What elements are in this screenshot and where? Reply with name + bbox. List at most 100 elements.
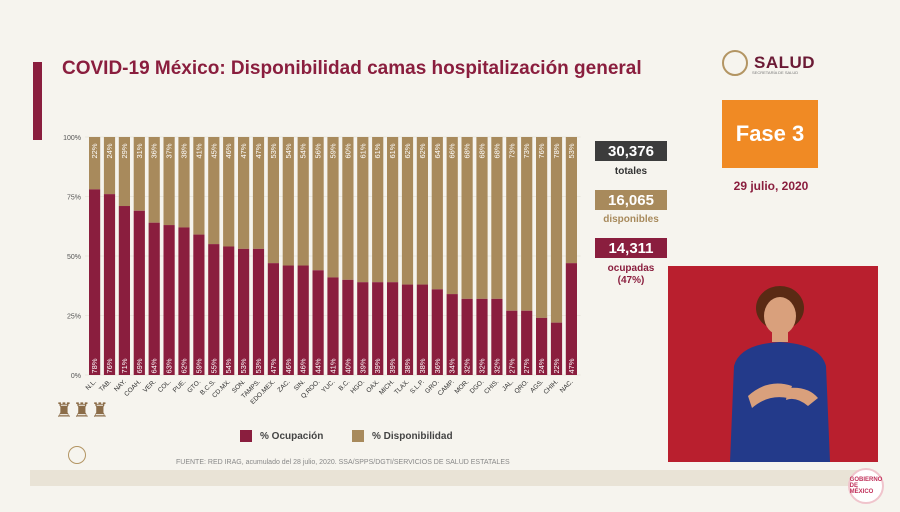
bar-occupancy (327, 277, 339, 375)
bar-availability (416, 137, 428, 285)
data-label-availability: 62% (403, 143, 412, 158)
data-label-occupancy: 39% (388, 358, 397, 373)
seal-small-icon (68, 446, 86, 464)
data-label-occupancy: 32% (463, 358, 472, 373)
occupied-beds-pct: (47%) (617, 275, 645, 286)
bar-availability (297, 137, 309, 266)
data-label-availability: 60% (343, 143, 352, 158)
data-label-occupancy: 63% (165, 358, 174, 373)
legend-swatch-occupancy (240, 430, 252, 442)
data-label-availability: 73% (507, 143, 516, 158)
data-label-availability: 31% (135, 143, 144, 158)
x-tick-label: QRO. (513, 378, 530, 395)
data-label-availability: 61% (388, 143, 397, 158)
bar-availability (401, 137, 414, 285)
data-label-occupancy: 46% (284, 358, 293, 373)
bar-availability (148, 137, 160, 223)
bar-occupancy (252, 248, 265, 375)
bar-occupancy (238, 248, 250, 375)
legend-label-occupancy: % Ocupación (260, 430, 324, 442)
data-label-occupancy: 27% (522, 358, 531, 373)
bar-occupancy (223, 246, 235, 375)
legend-swatch-availability (352, 430, 364, 442)
legend-availability: % Disponibilidad (352, 430, 453, 442)
data-label-occupancy: 41% (329, 358, 338, 373)
data-label-occupancy: 47% (269, 358, 278, 373)
bar-occupancy (178, 227, 190, 375)
data-label-occupancy: 71% (120, 358, 129, 373)
y-tick-label: 25% (67, 314, 81, 321)
data-label-occupancy: 69% (135, 358, 144, 373)
bar-occupancy (267, 263, 279, 375)
data-label-availability: 53% (567, 143, 576, 158)
x-tick-label: VER. (142, 378, 158, 394)
total-beds-value: 30,376 (595, 141, 667, 161)
bar-occupancy (297, 265, 309, 375)
data-label-availability: 47% (239, 143, 248, 158)
bar-occupancy (387, 282, 399, 375)
data-label-occupancy: 55% (209, 358, 218, 373)
data-label-availability: 66% (448, 143, 457, 158)
data-label-occupancy: 39% (373, 358, 382, 373)
bar-occupancy (372, 282, 384, 375)
data-label-availability: 22% (90, 143, 99, 158)
data-label-occupancy: 38% (403, 358, 412, 373)
data-label-availability: 45% (209, 143, 218, 158)
data-label-availability: 78% (552, 143, 561, 158)
data-label-availability: 46% (224, 143, 233, 158)
bar-availability (387, 137, 399, 283)
bar-availability (521, 137, 533, 311)
y-tick-label: 100% (63, 135, 81, 142)
heritage-figures-icon: ♜♜♜ (55, 400, 109, 422)
data-label-availability: 56% (314, 143, 323, 158)
bar-occupancy (193, 234, 205, 375)
data-label-occupancy: 53% (239, 358, 248, 373)
occupied-beds-value: 14,311 (595, 238, 667, 258)
total-beds-label: totales (614, 166, 648, 177)
bar-availability (178, 137, 190, 228)
bar-occupancy (431, 289, 443, 375)
bar-occupancy (208, 244, 220, 375)
data-label-occupancy: 59% (194, 358, 203, 373)
x-tick-label: NAC. (559, 378, 575, 394)
bar-occupancy (163, 225, 175, 375)
bar-occupancy (521, 310, 533, 375)
bar-availability (357, 137, 369, 283)
y-tick-label: 0% (71, 373, 81, 380)
bar-occupancy (357, 282, 369, 375)
gobierno-mexico-badge: GOBIERNO DE MÉXICO (848, 468, 884, 504)
bar-availability (327, 137, 339, 278)
data-label-availability: 29% (120, 143, 129, 158)
x-tick-label: ZAC. (276, 378, 292, 394)
legend-occupancy: % Ocupación (240, 430, 323, 442)
available-beds-label: disponibles (603, 214, 659, 225)
data-label-availability: 38% (180, 143, 189, 158)
x-tick-label: TLAX. (393, 378, 411, 396)
bar-occupancy (536, 317, 548, 375)
x-tick-label: S.L.P. (409, 378, 426, 395)
y-tick-label: 50% (67, 254, 81, 261)
bar-availability (550, 137, 563, 323)
bar-availability (133, 137, 145, 211)
bar-occupancy (565, 263, 577, 375)
x-tick-label: TAB. (98, 378, 113, 393)
bar-availability (312, 137, 324, 271)
data-label-occupancy: 32% (492, 358, 501, 373)
bar-availability (342, 137, 354, 280)
bar-availability (431, 137, 443, 290)
logo-text: SALUD (754, 53, 816, 72)
data-label-occupancy: 53% (254, 358, 263, 373)
bar-availability (491, 137, 503, 299)
data-label-occupancy: 32% (478, 358, 487, 373)
source-note: FUENTE: RED IRAG, acumulado del 28 julio… (176, 459, 510, 466)
data-label-availability: 24% (105, 143, 114, 158)
bar-availability (103, 137, 116, 195)
bar-occupancy (118, 206, 130, 375)
data-label-availability: 36% (150, 143, 159, 158)
data-label-availability: 62% (418, 143, 427, 158)
bar-availability (461, 137, 473, 299)
data-label-occupancy: 24% (537, 358, 546, 373)
x-tick-label: DGO. (469, 378, 486, 395)
interpreter-figure (730, 286, 830, 462)
data-label-availability: 73% (522, 143, 531, 158)
